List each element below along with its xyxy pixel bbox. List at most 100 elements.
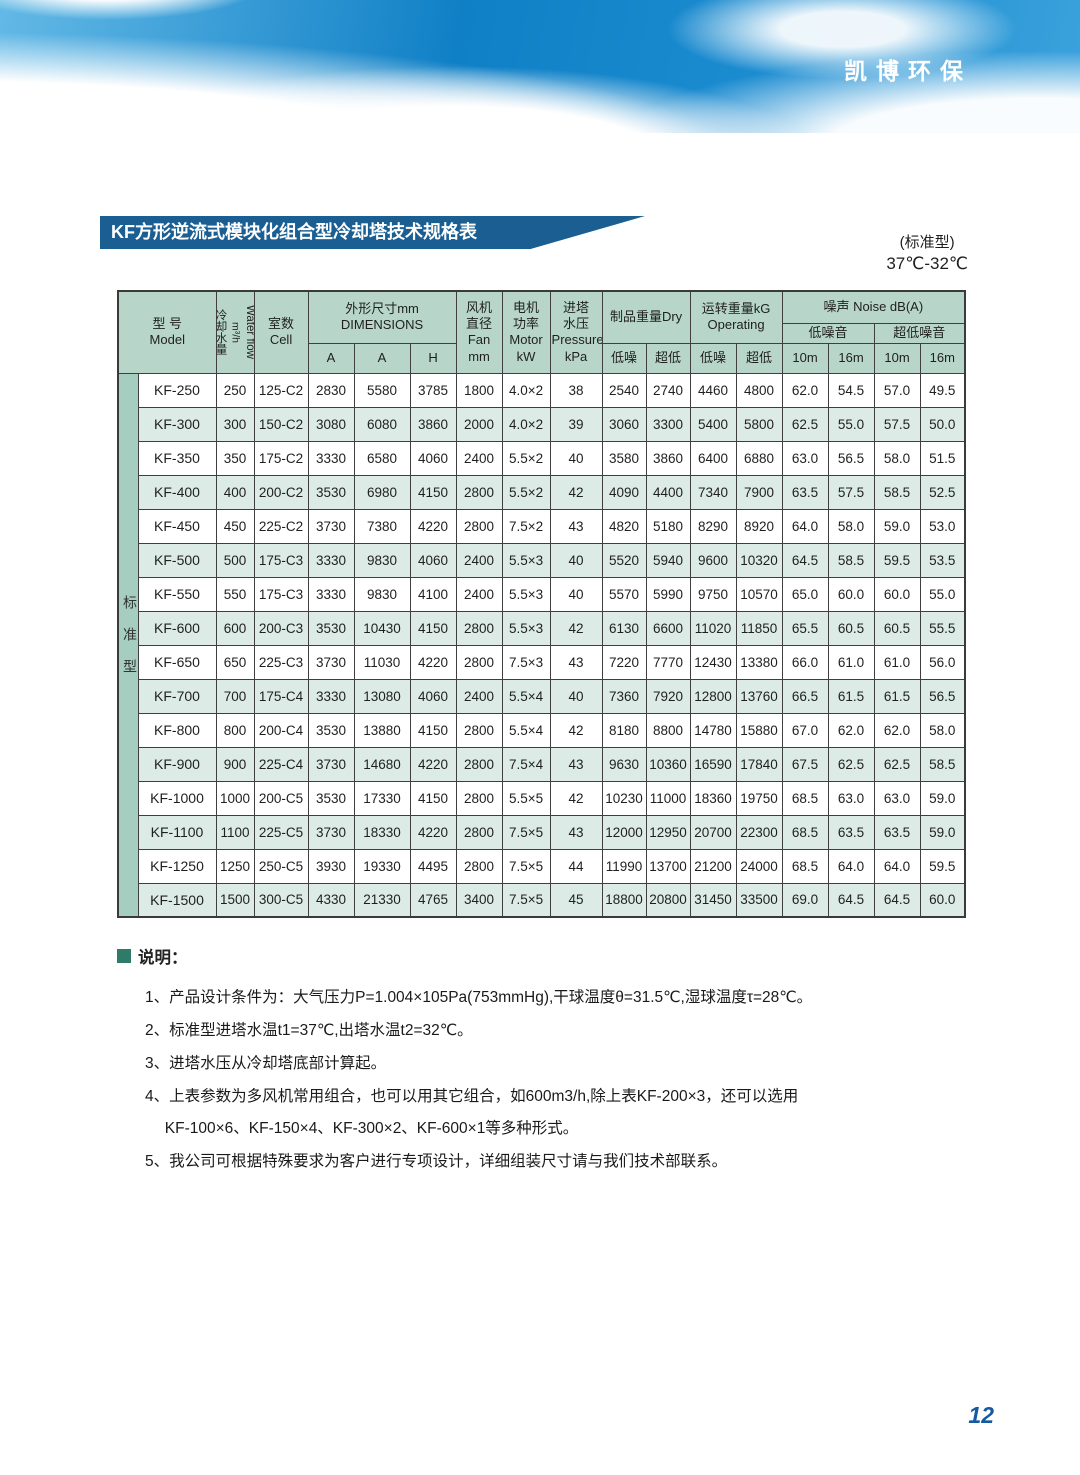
value-cell: 4060 xyxy=(409,678,457,714)
value-cell: 5.5×3 xyxy=(501,542,551,578)
value-cell: 3300 xyxy=(645,406,691,442)
value-cell: 52.5 xyxy=(919,474,966,510)
table-row: KF-900 900 225-C4 3730 14680 4220 2800 7.5×4 43 9… xyxy=(118,746,966,782)
value-cell: 11030 xyxy=(353,644,411,680)
value-cell: 14680 xyxy=(353,746,411,782)
notes-heading: 说明： xyxy=(117,944,977,968)
value-cell: 67.5 xyxy=(781,746,829,782)
value-cell: 800 xyxy=(215,712,255,748)
value-cell: 3730 xyxy=(307,746,355,782)
brand-text: 凯博环保 xyxy=(844,58,972,84)
value-cell: 150-C2 xyxy=(253,406,309,442)
value-cell: 55.0 xyxy=(919,576,966,612)
value-cell: 7.5×3 xyxy=(501,644,551,680)
value-cell: 62.5 xyxy=(873,746,921,782)
value-cell: 1500 xyxy=(215,882,255,918)
col-header-ultra-low-noise-group: 超低噪音 xyxy=(873,322,966,344)
value-cell: 3930 xyxy=(307,848,355,884)
table-row: KF-450 450 225-C2 3730 7380 4220 2800 7.5×2 43 48… xyxy=(118,508,966,544)
value-cell: 3730 xyxy=(307,644,355,680)
value-cell: 1250 xyxy=(215,848,255,884)
value-cell: 9830 xyxy=(353,542,411,578)
value-cell: 2800 xyxy=(455,508,503,544)
value-cell: 67.0 xyxy=(781,712,829,748)
value-cell: 21200 xyxy=(689,848,737,884)
value-cell: 5.5×5 xyxy=(501,780,551,816)
value-cell: 4060 xyxy=(409,440,457,476)
value-cell: 3580 xyxy=(601,440,647,476)
value-cell: 31450 xyxy=(689,882,737,918)
value-cell: 4220 xyxy=(409,746,457,782)
value-cell: 18360 xyxy=(689,780,737,816)
col-header-low-noise-group: 低噪音 xyxy=(781,322,875,344)
value-cell: 2800 xyxy=(455,712,503,748)
table-row: KF-400 400 200-C2 3530 6980 4150 2800 5.5×2 42 40… xyxy=(118,474,966,510)
col-header-ultra-16m: 16m xyxy=(919,342,966,374)
value-cell: 3860 xyxy=(409,406,457,442)
value-cell: 500 xyxy=(215,542,255,578)
col-header-pressure: 进塔 水压 Pressure kPa xyxy=(549,290,603,374)
value-cell: 3530 xyxy=(307,712,355,748)
spec-table: 型 号 Model 冷却水量 m³/h Water flow 室数 Cell 外… xyxy=(117,290,967,918)
value-cell: 11020 xyxy=(689,610,737,646)
value-cell: 6580 xyxy=(353,440,411,476)
value-cell: 225-C4 xyxy=(253,746,309,782)
value-cell: 10320 xyxy=(735,542,783,578)
value-cell: 60.5 xyxy=(827,610,875,646)
value-cell: 13080 xyxy=(353,678,411,714)
value-cell: 60.5 xyxy=(873,610,921,646)
value-cell: 60.0 xyxy=(919,882,966,918)
value-cell: 2830 xyxy=(307,372,355,408)
value-cell: 61.5 xyxy=(827,678,875,714)
value-cell: 49.5 xyxy=(919,372,966,408)
table-row: KF-800 800 200-C4 3530 13880 4150 2800 5.5×4 42 8… xyxy=(118,712,966,748)
notes-list: 1、产品设计条件为：大气压力P=1.004×105Pa(753mmHg),干球温… xyxy=(117,982,977,1179)
value-cell: 68.5 xyxy=(781,814,829,850)
spec-table-body: 标准型 KF-250 250 125-C2 2830 5580 3785 1800 4.0×2 3… xyxy=(117,372,966,918)
section-title-banner: KF方形逆流式模块化组合型冷却塔技术规格表 xyxy=(100,216,645,249)
value-cell: 59.0 xyxy=(873,508,921,544)
value-cell: 59.5 xyxy=(873,542,921,578)
value-cell: 5940 xyxy=(645,542,691,578)
value-cell: 3785 xyxy=(409,372,457,408)
model-cell: KF-450 xyxy=(137,508,217,544)
value-cell: 3330 xyxy=(307,678,355,714)
value-cell: 3330 xyxy=(307,576,355,612)
note-item: 1、产品设计条件为：大气压力P=1.004×105Pa(753mmHg),干球温… xyxy=(145,989,813,1006)
value-cell: 6880 xyxy=(735,440,783,476)
value-cell: 1800 xyxy=(455,372,503,408)
value-cell: 19330 xyxy=(353,848,411,884)
temp-range: 37℃-32℃ xyxy=(886,254,968,274)
page-number: 12 xyxy=(968,1402,994,1428)
model-cell: KF-300 xyxy=(137,406,217,442)
value-cell: 18800 xyxy=(601,882,647,918)
value-cell: 2800 xyxy=(455,848,503,884)
value-cell: 900 xyxy=(215,746,255,782)
model-cell: KF-550 xyxy=(137,576,217,612)
value-cell: 3330 xyxy=(307,542,355,578)
value-cell: 13880 xyxy=(353,712,411,748)
model-cell: KF-400 xyxy=(137,474,217,510)
value-cell: 61.0 xyxy=(827,644,875,680)
value-cell: 24000 xyxy=(735,848,783,884)
value-cell: 550 xyxy=(215,576,255,612)
value-cell: 4820 xyxy=(601,508,647,544)
value-cell: 58.5 xyxy=(873,474,921,510)
value-cell: 39 xyxy=(549,406,603,442)
value-cell: 4150 xyxy=(409,610,457,646)
value-cell: 60.0 xyxy=(827,576,875,612)
model-cell: KF-500 xyxy=(137,542,217,578)
value-cell: 43 xyxy=(549,644,603,680)
table-row: KF-350 350 175-C2 3330 6580 4060 2400 5.5×2 40 35… xyxy=(118,440,966,476)
value-cell: 4220 xyxy=(409,508,457,544)
value-cell: 66.5 xyxy=(781,678,829,714)
value-cell: 43 xyxy=(549,814,603,850)
value-cell: 59.0 xyxy=(919,780,966,816)
value-cell: 300-C5 xyxy=(253,882,309,918)
col-header-dry-weight: 制品重量Dry xyxy=(601,290,691,344)
value-cell: 11000 xyxy=(645,780,691,816)
value-cell: 8800 xyxy=(645,712,691,748)
table-row: KF-1500 1500 300-C5 4330 21330 4765 3400 7.5×5 4… xyxy=(118,882,966,918)
value-cell: 225-C3 xyxy=(253,644,309,680)
value-cell: 4800 xyxy=(735,372,783,408)
